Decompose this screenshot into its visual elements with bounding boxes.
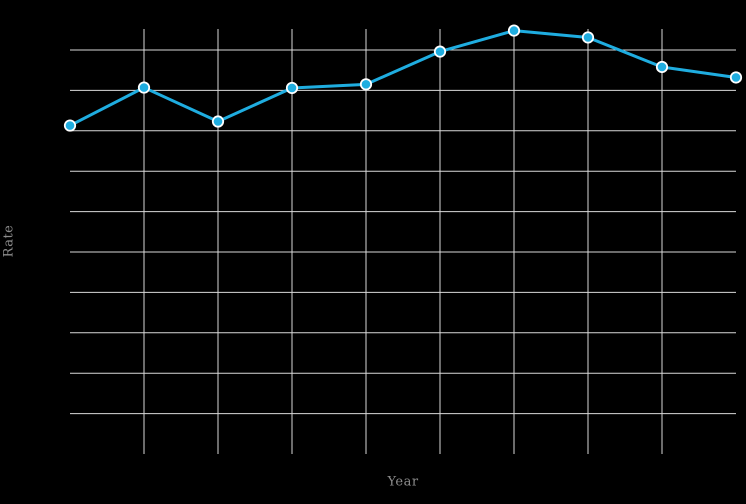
data-point <box>211 115 225 128</box>
data-point <box>433 45 447 58</box>
data-point <box>63 119 77 132</box>
data-point <box>581 31 595 44</box>
data-point <box>655 60 669 74</box>
data-point <box>729 71 743 84</box>
data-point <box>285 81 299 95</box>
data-line <box>68 29 738 128</box>
x-axis-label: Year <box>387 474 419 490</box>
data-point <box>359 78 373 91</box>
data-point <box>507 24 521 37</box>
data-point <box>137 81 151 94</box>
y-axis-label: Rate <box>1 224 17 258</box>
